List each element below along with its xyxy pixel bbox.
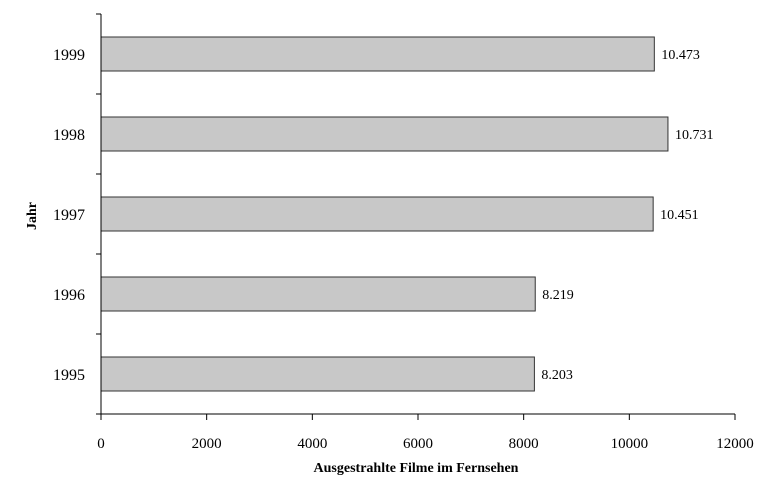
- ticks-group: [96, 13, 736, 420]
- data-label-1996: 8.219: [542, 288, 574, 303]
- x-tick-label: 2000: [192, 436, 222, 452]
- bar-1997: [100, 196, 654, 232]
- bar-1995: [100, 356, 535, 392]
- y-tick-label-1997: 1997: [53, 207, 85, 224]
- bar-1996: [100, 276, 536, 312]
- labels-group: 1995 8.203 1996 8.219 1997 10.451 1998 10.731 19…: [53, 47, 754, 452]
- data-label-1998: 10.731: [675, 128, 714, 143]
- data-label-1999: 10.473: [661, 48, 700, 63]
- x-tick-label: 0: [97, 436, 105, 452]
- data-label-1995: 8.203: [541, 368, 573, 383]
- bars-group: [100, 36, 669, 392]
- x-axis-title: Ausgestrahlte Filme im Fernsehen: [314, 461, 519, 476]
- y-tick-label-1996: 1996: [53, 287, 85, 304]
- y-axis-title: Jahr: [25, 202, 40, 230]
- data-label-1997: 10.451: [660, 208, 699, 223]
- x-tick-label: 10000: [611, 436, 649, 452]
- y-tick-label-1995: 1995: [53, 367, 85, 384]
- bar-1998: [100, 116, 669, 152]
- y-tick-label-1998: 1998: [53, 127, 85, 144]
- x-tick-label: 6000: [403, 436, 433, 452]
- x-tick-label: 8000: [509, 436, 539, 452]
- y-tick-label-1999: 1999: [53, 47, 85, 64]
- x-tick-label: 12000: [716, 436, 754, 452]
- x-tick-label: 4000: [297, 436, 327, 452]
- bar-1999: [100, 36, 655, 72]
